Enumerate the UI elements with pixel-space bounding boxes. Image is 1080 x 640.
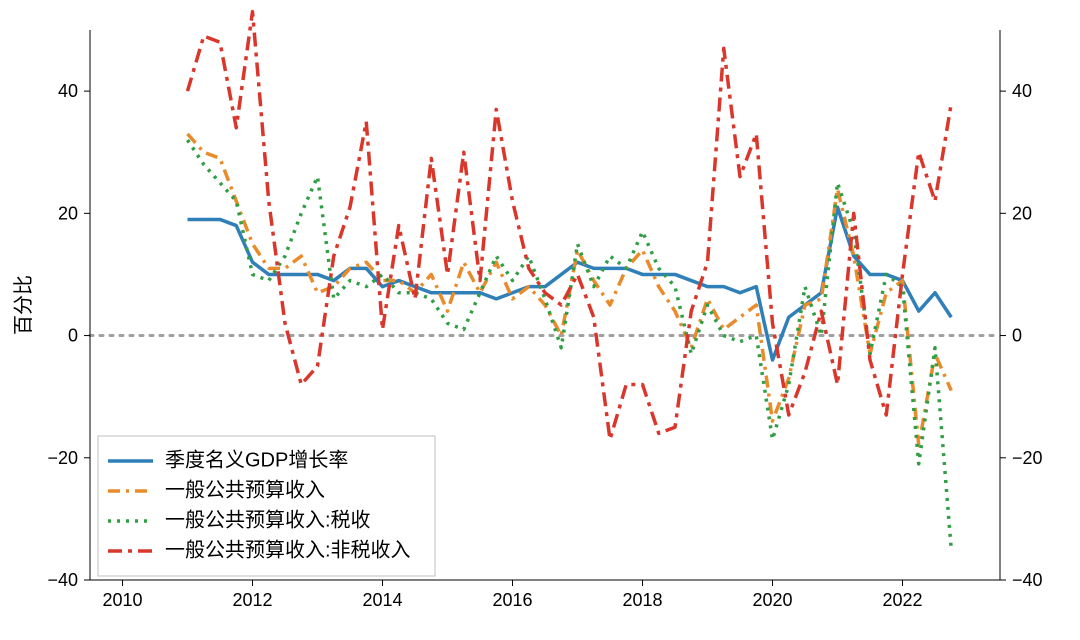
- x-tick-label: 2020: [752, 590, 792, 610]
- legend-label: 季度名义GDP增长率: [165, 448, 348, 471]
- x-tick-label: 2014: [362, 590, 402, 610]
- x-tick-label: 2016: [492, 590, 532, 610]
- x-tick-label: 2022: [882, 590, 922, 610]
- line-chart: 2010 2012 2014 2016 2018 2020 2022 −40 −20 0 20 40 −…: [0, 0, 1080, 640]
- y-right-tick-label: −20: [1012, 448, 1043, 468]
- legend-label: 一般公共预算收入:税收: [165, 508, 371, 531]
- legend-label: 一般公共预算收入:非税收入: [165, 538, 411, 561]
- y-axis-title: 百分比: [12, 275, 35, 335]
- series-gdp: [188, 207, 952, 360]
- y-left-tick-label: −40: [47, 570, 78, 590]
- x-tick-label: 2010: [102, 590, 142, 610]
- y-right-tick-label: 40: [1012, 81, 1032, 101]
- legend-label: 一般公共预算收入: [165, 478, 325, 501]
- series-nontax: [188, 12, 952, 440]
- y-left-tick-label: −20: [47, 448, 78, 468]
- y-right-tick-label: 0: [1012, 326, 1022, 346]
- y-left-tick-label: 20: [58, 203, 78, 223]
- chart-container: 2010 2012 2014 2016 2018 2020 2022 −40 −20 0 20 40 −…: [0, 0, 1080, 640]
- y-right-tick-label: 20: [1012, 203, 1032, 223]
- y-right-tick-label: −40: [1012, 570, 1043, 590]
- y-left-tick-label: 40: [58, 81, 78, 101]
- y-left-tick-label: 0: [68, 326, 78, 346]
- x-tick-label: 2018: [622, 590, 662, 610]
- x-tick-label: 2012: [232, 590, 272, 610]
